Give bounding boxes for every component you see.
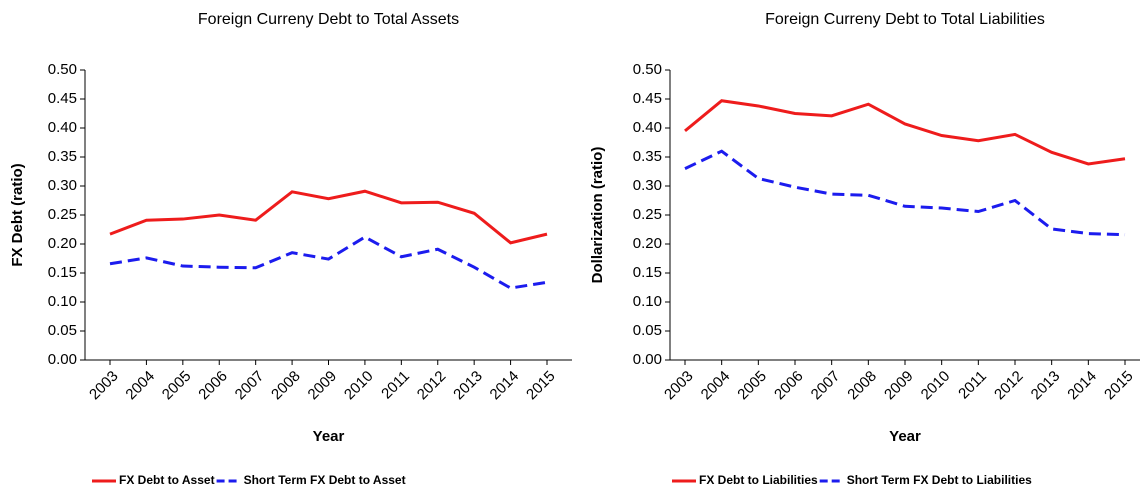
chart-title: Foreign Curreny Debt to Total Liabilitie…: [765, 11, 1045, 28]
x-axis-label: Year: [313, 428, 345, 445]
y-tick-label: 0.00: [48, 351, 77, 368]
y-tick-label: 0.15: [633, 264, 662, 281]
x-tick-label: 2012: [991, 368, 1027, 404]
y-tick-label: 0.50: [633, 61, 662, 78]
x-tick-label: 2007: [808, 368, 844, 404]
y-tick-label: 0.30: [633, 177, 662, 194]
y-tick-label: 0.35: [633, 148, 662, 165]
y-tick-label: 0.10: [48, 293, 77, 310]
y-tick-label: 0.45: [48, 90, 77, 107]
x-tick-label: 2003: [661, 368, 697, 404]
x-tick-label: 2012: [414, 368, 450, 404]
y-tick-label: 0.40: [48, 119, 77, 136]
x-tick-label: 2010: [918, 368, 954, 404]
x-tick-label: 2005: [159, 368, 195, 404]
y-tick-label: 0.45: [633, 90, 662, 107]
series-line: [684, 99, 1126, 166]
x-tick-label: 2007: [232, 368, 268, 404]
y-axis-label: FX Debt (ratio): [9, 163, 26, 266]
x-tick-label: 2014: [487, 368, 523, 404]
x-tick-label: 2005: [734, 368, 770, 404]
x-tick-label: 2009: [305, 368, 341, 404]
legend-label: FX Debt to Asset: [119, 473, 215, 487]
y-tick-label: 0.05: [48, 322, 77, 339]
y-tick-label: 0.20: [48, 235, 77, 252]
legend-label: Short Term FX Debt to Asset: [244, 473, 406, 487]
y-tick-label: 0.10: [633, 293, 662, 310]
y-axis-label: Dollarization (ratio): [589, 147, 606, 284]
chart-title: Foreign Curreny Debt to Total Assets: [198, 11, 459, 28]
series-line: [684, 149, 1126, 237]
x-tick-label: 2004: [122, 368, 158, 404]
x-tick-label: 2013: [450, 368, 486, 404]
x-axis-label: Year: [889, 428, 921, 445]
y-tick-label: 0.30: [48, 177, 77, 194]
y-tick-label: 0.40: [633, 119, 662, 136]
x-tick-label: 2011: [378, 368, 413, 403]
y-tick-label: 0.05: [633, 322, 662, 339]
x-tick-label: 2008: [268, 368, 304, 404]
y-tick-label: 0.35: [48, 148, 77, 165]
y-tick-label: 0.25: [633, 206, 662, 223]
y-tick-label: 0.15: [48, 264, 77, 281]
series-line: [109, 235, 548, 290]
legend-label: Short Term FX Debt to Liabilities: [847, 473, 1032, 487]
x-tick-label: 2015: [1101, 368, 1137, 404]
x-tick-label: 2008: [844, 368, 880, 404]
series-line: [109, 189, 548, 245]
x-tick-label: 2004: [698, 368, 734, 404]
x-tick-label: 2009: [881, 368, 917, 404]
x-tick-label: 2011: [955, 368, 990, 403]
x-tick-label: 2013: [1028, 368, 1064, 404]
y-tick-label: 0.50: [48, 61, 77, 78]
x-tick-label: 2015: [523, 368, 559, 404]
x-tick-label: 2010: [341, 368, 377, 404]
x-tick-label: 2003: [86, 368, 122, 404]
legend-label: FX Debt to Liabilities: [699, 473, 818, 487]
y-tick-label: 0.20: [633, 235, 662, 252]
x-tick-label: 2014: [1064, 368, 1100, 404]
x-tick-label: 2006: [195, 368, 231, 404]
y-tick-label: 0.25: [48, 206, 77, 223]
x-tick-label: 2006: [771, 368, 807, 404]
y-tick-label: 0.00: [633, 351, 662, 368]
